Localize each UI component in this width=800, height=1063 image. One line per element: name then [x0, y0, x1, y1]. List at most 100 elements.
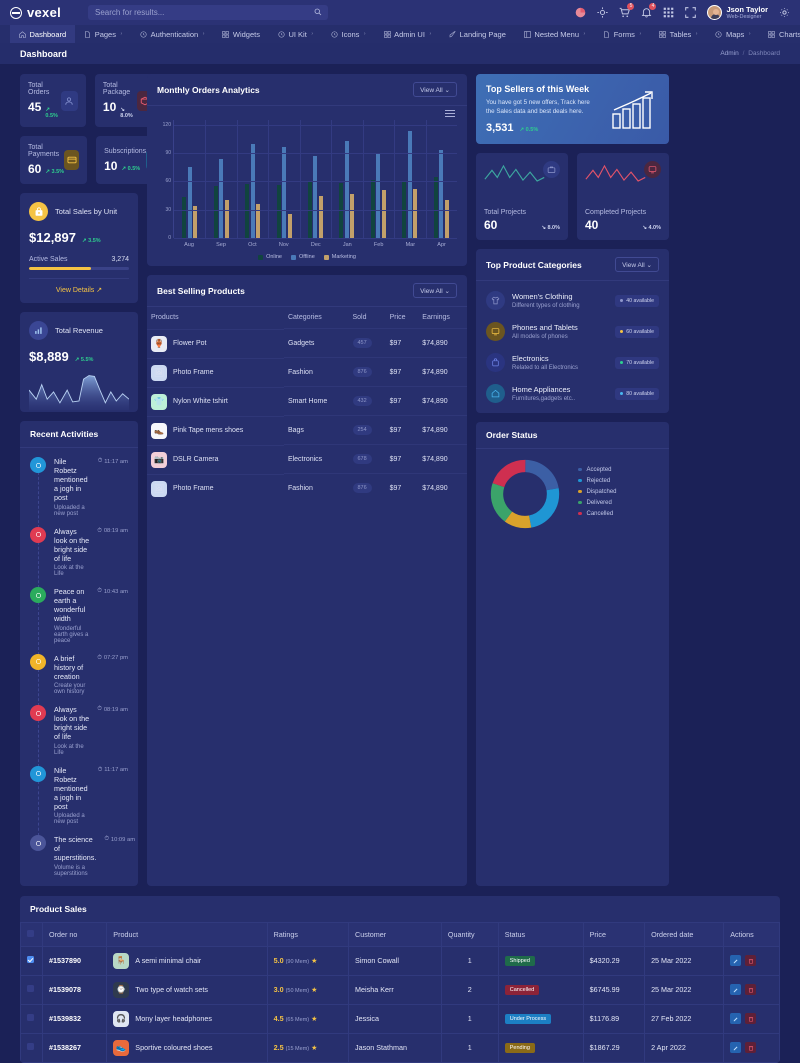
- bar-marketing[interactable]: [413, 188, 418, 238]
- bar-offline[interactable]: [219, 158, 224, 238]
- bar-offline[interactable]: [250, 143, 255, 238]
- bar-offline[interactable]: [187, 167, 192, 238]
- bar-marketing[interactable]: [193, 205, 198, 238]
- category-item-home-appliances[interactable]: Home Appliances Furnitures,gadgets etc..…: [476, 378, 669, 409]
- legend-item-offline[interactable]: Offline: [290, 254, 315, 260]
- nav-item-maps[interactable]: Maps ›: [706, 25, 759, 43]
- project-card-completed-projects[interactable]: Completed Projects 40 ↘ 4.0%: [577, 153, 669, 240]
- bar-marketing[interactable]: [224, 200, 229, 238]
- column-header[interactable]: Ratings: [266, 921, 350, 947]
- nav-item-charts[interactable]: Charts ›: [759, 25, 800, 43]
- brightness-icon[interactable]: [597, 7, 609, 18]
- activity-item[interactable]: Always look on the bright side of life L…: [20, 700, 138, 767]
- hamburger-menu-icon[interactable]: [445, 108, 455, 119]
- search-input[interactable]: [88, 5, 328, 20]
- table-row[interactable]: 👕 Nylon White tshirt Smart Home 432 $97 $…: [147, 386, 467, 416]
- project-card-total-projects[interactable]: Total Projects 60 ↘ 8.0%: [476, 153, 568, 240]
- nav-item-pages[interactable]: Pages ›: [75, 25, 131, 43]
- nav-item-nested-menu[interactable]: Nested Menu ›: [515, 25, 594, 43]
- bar-online[interactable]: [276, 185, 281, 238]
- legend-item-rejected[interactable]: Rejected: [578, 478, 617, 484]
- table-row[interactable]: 🏺 Flower Pot Gadgets 457 $97 $74,890: [147, 328, 467, 358]
- user-menu[interactable]: Json Taylor Web-Designer: [707, 5, 768, 21]
- categories-view-all-button[interactable]: View All ⌄: [615, 257, 659, 272]
- edit-icon[interactable]: [730, 1013, 742, 1024]
- bar-marketing[interactable]: [350, 193, 355, 238]
- column-header[interactable]: Products: [151, 314, 179, 322]
- activity-item[interactable]: The science of superstitions. Volume is …: [20, 830, 138, 882]
- column-header[interactable]: Status: [497, 921, 584, 947]
- column-header[interactable]: Actions: [723, 921, 780, 947]
- table-row[interactable]: 🖼 Photo Frame Fashion 876 $97 $74,890: [147, 357, 467, 387]
- trash-icon[interactable]: [745, 984, 757, 995]
- legend-item-delivered[interactable]: Delivered: [578, 500, 617, 506]
- category-item-women-s-clothing[interactable]: Women's Clothing Different types of clot…: [476, 285, 669, 316]
- trash-icon[interactable]: [745, 955, 757, 966]
- column-header[interactable]: Ordered date: [644, 921, 725, 947]
- row-checkbox[interactable]: [27, 956, 34, 963]
- column-header[interactable]: Order no: [41, 921, 108, 947]
- nav-item-forms[interactable]: Forms ›: [594, 25, 650, 43]
- row-checkbox[interactable]: [27, 985, 34, 992]
- activity-item[interactable]: Nile Robetz mentioned a jogh in post Upl…: [20, 761, 138, 836]
- bar-marketing[interactable]: [287, 214, 292, 238]
- bar-offline[interactable]: [313, 155, 318, 238]
- trash-icon[interactable]: [745, 1042, 757, 1053]
- bar-offline[interactable]: [282, 147, 287, 238]
- bar-offline[interactable]: [376, 153, 381, 238]
- brand-logo[interactable]: vexel: [10, 5, 76, 20]
- nav-item-admin-ui[interactable]: Admin UI ›: [375, 25, 441, 43]
- table-row[interactable]: #1539078 ⌚ Two type of watch sets 3.0 (50…: [20, 974, 780, 1005]
- bar-marketing[interactable]: [318, 196, 323, 238]
- donut-slice-rejected[interactable]: [490, 459, 560, 529]
- nav-item-ui-kit[interactable]: UI Kit ›: [269, 25, 322, 43]
- row-checkbox[interactable]: [27, 1043, 34, 1050]
- search-box[interactable]: [88, 5, 328, 20]
- category-item-electronics[interactable]: Electronics Related to all Electronics 7…: [476, 347, 669, 378]
- bar-marketing[interactable]: [256, 204, 261, 238]
- table-row[interactable]: 👞 Pink Tape mens shoes Bags 254 $97 $74,8…: [147, 415, 467, 445]
- gear-icon[interactable]: [779, 7, 790, 18]
- nav-item-widgets[interactable]: Widgets: [213, 25, 269, 43]
- column-header[interactable]: Price: [582, 921, 646, 947]
- bar-online[interactable]: [370, 180, 375, 238]
- search-icon[interactable]: [314, 8, 322, 16]
- activity-item[interactable]: Nile Robetz mentioned a jogh in post Upl…: [20, 452, 138, 528]
- cell-select[interactable]: [20, 1003, 43, 1034]
- bar-online[interactable]: [213, 186, 218, 238]
- stat-card-total-payments[interactable]: Total Payments 60 ↗ 3.5%: [20, 136, 88, 184]
- bar-marketing[interactable]: [381, 189, 386, 238]
- table-row[interactable]: #1538267 👟 Sportive coloured shoes 2.5 (1…: [20, 1032, 780, 1063]
- activity-item[interactable]: A brief history of creation Create your …: [20, 649, 138, 706]
- bar-online[interactable]: [182, 197, 187, 238]
- column-header[interactable]: Customer: [348, 921, 442, 947]
- activity-item[interactable]: Always look on the bright side of life L…: [20, 522, 138, 588]
- legend-item-marketing[interactable]: Marketing: [323, 254, 356, 260]
- edit-icon[interactable]: [730, 955, 742, 966]
- table-row[interactable]: 🖼 Photo Frame Fashion 876 $97 $74,890: [147, 473, 467, 503]
- chart-view-all-button[interactable]: View All ⌄: [413, 82, 457, 97]
- donut-slice-cancelled[interactable]: [490, 459, 560, 529]
- bar-online[interactable]: [245, 184, 250, 238]
- edit-icon[interactable]: [730, 984, 742, 995]
- bell-icon[interactable]: 4: [641, 3, 657, 18]
- grid-apps-icon[interactable]: [663, 7, 674, 18]
- row-checkbox[interactable]: [27, 1014, 34, 1021]
- cell-select[interactable]: [20, 1032, 43, 1063]
- table-row[interactable]: 📷 DSLR Camera Electronics 678 $97 $74,890: [147, 444, 467, 474]
- breadcrumb-parent[interactable]: Admin: [720, 50, 739, 57]
- select-all-checkbox[interactable]: [27, 929, 34, 937]
- cell-select[interactable]: [20, 974, 43, 1005]
- view-details-link[interactable]: View Details ↗: [29, 278, 129, 294]
- trash-icon[interactable]: [745, 1013, 757, 1024]
- fullscreen-icon[interactable]: [685, 7, 697, 18]
- legend-item-accepted[interactable]: Accepted: [578, 467, 617, 473]
- donut-slice-delivered[interactable]: [490, 459, 560, 529]
- legend-item-online[interactable]: Online: [258, 254, 282, 260]
- bar-online[interactable]: [433, 176, 438, 238]
- cell-select[interactable]: [20, 945, 43, 976]
- pie-chart-icon[interactable]: [575, 7, 586, 18]
- edit-icon[interactable]: [730, 1042, 742, 1053]
- bar-marketing[interactable]: [444, 200, 449, 238]
- nav-item-icons[interactable]: Icons ›: [322, 25, 375, 43]
